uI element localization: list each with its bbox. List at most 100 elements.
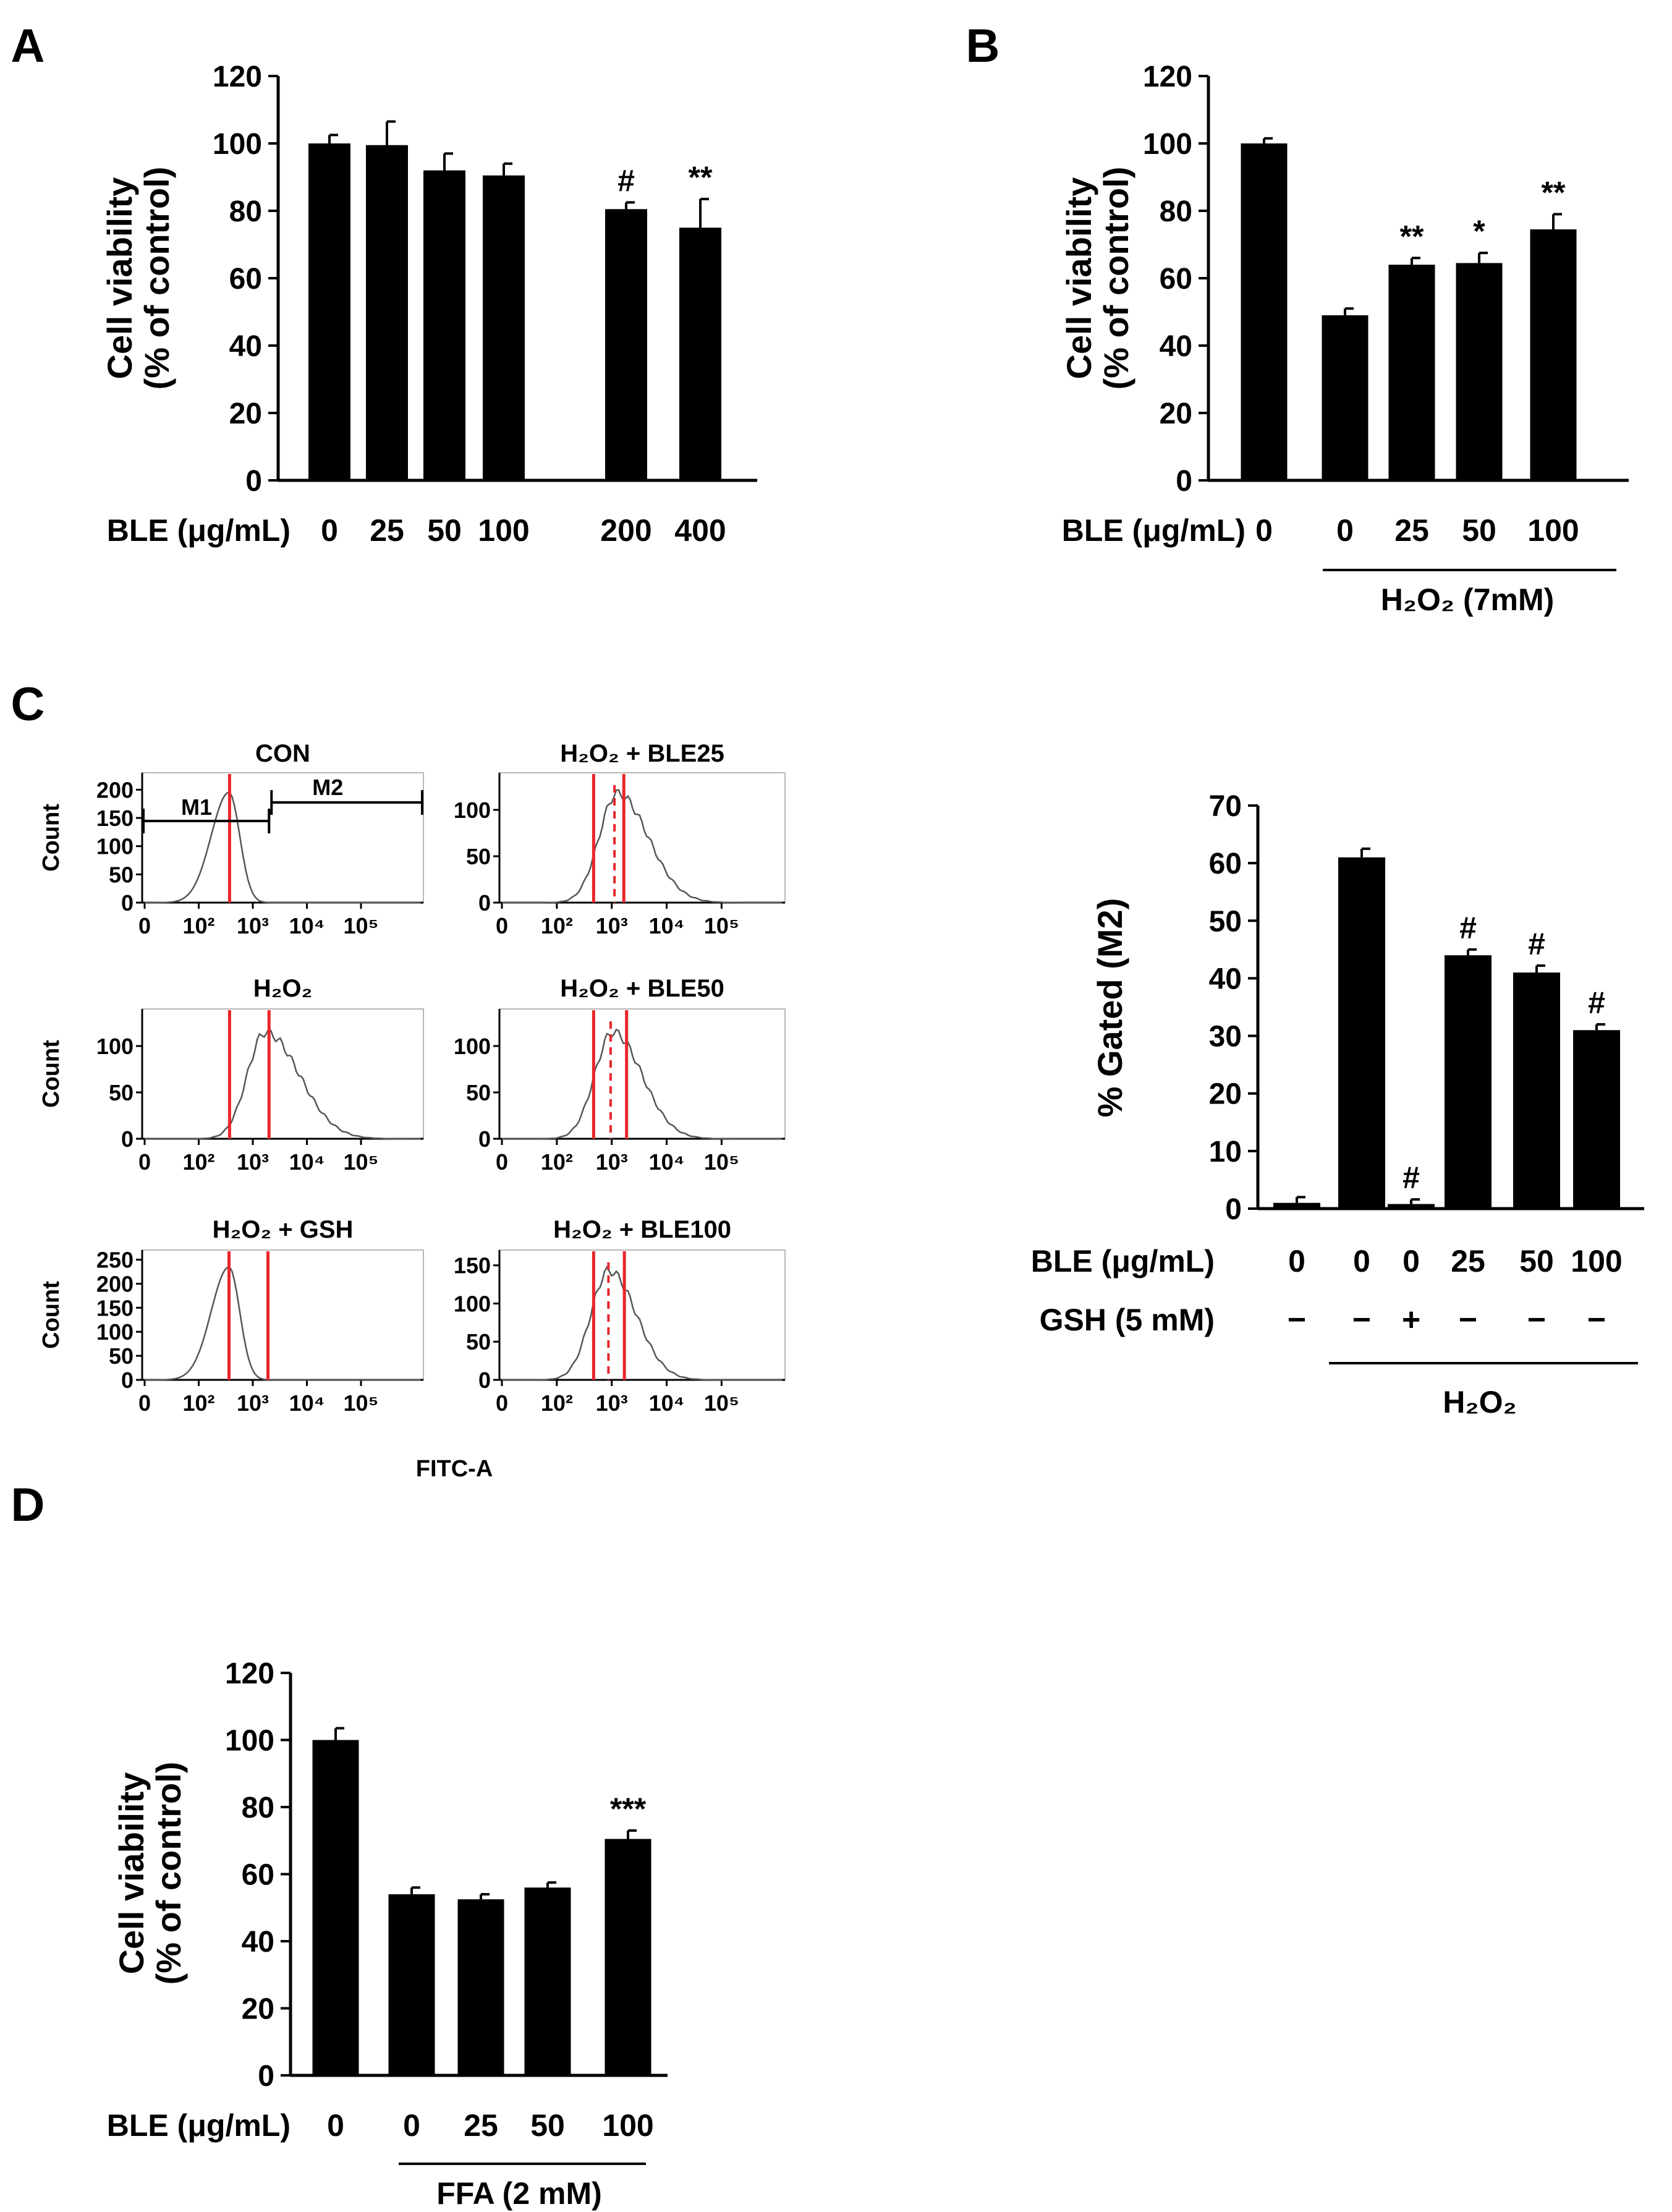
histogram-1-x-tick-label: 0 xyxy=(138,913,151,938)
histogram-4-y-tick-label: 0 xyxy=(478,1126,491,1152)
chart-c-bar-gsh-sign: − xyxy=(1587,1302,1606,1338)
chart-d-y-tick-label: 40 xyxy=(242,1926,274,1959)
chart-d-significance-mark: *** xyxy=(610,1792,647,1826)
chart-a-bar xyxy=(679,228,721,480)
chart-c-bar-y-tick-label: 20 xyxy=(1209,1078,1242,1111)
histogram-5-x-tick-label: 10⁴ xyxy=(289,1390,325,1416)
histogram-1-x-tick-label: 10³ xyxy=(237,913,269,938)
histogram-1-y-tick-label: 200 xyxy=(96,777,134,802)
histogram-2-y-tick-label: 50 xyxy=(466,844,491,869)
chart-a-x-tick-label: 50 xyxy=(427,513,462,548)
chart-b-y-tick-label: 60 xyxy=(1160,263,1192,296)
histogram-4-x-tick-label: 0 xyxy=(496,1149,508,1175)
histogram-2-x-tick-label: 10⁴ xyxy=(649,913,685,938)
chart-c-bar-y-tick-label: 60 xyxy=(1209,848,1242,880)
chart-c-bar-x-tick-label: 100 xyxy=(1571,1244,1622,1278)
chart-c-bar-significance-mark: # xyxy=(1459,911,1477,945)
histogram-5-x-tick-label: 0 xyxy=(138,1390,151,1416)
histogram-6-title: H₂O₂ + BLE100 xyxy=(553,1216,731,1243)
chart-a-x-tick-label: 0 xyxy=(321,513,338,548)
histogram-2-x-tick-label: 10³ xyxy=(596,913,628,938)
chart-d-y-tick-label: 0 xyxy=(258,2060,274,2093)
chart-c-bar-bar xyxy=(1273,1202,1320,1209)
histogram-6-x-tick-label: 10² xyxy=(541,1390,573,1416)
chart-a-bar xyxy=(605,209,647,480)
chart-c-bar-gsh-sign: − xyxy=(1527,1302,1546,1338)
chart-c-bar-gsh-sign: − xyxy=(1288,1302,1306,1338)
histogram-1-y-tick-label: 50 xyxy=(109,862,134,887)
histogram-1-y-tick-label: 150 xyxy=(96,806,134,831)
histogram-5-y-tick-label: 50 xyxy=(109,1343,134,1369)
histogram-6-y-tick-label: 50 xyxy=(466,1329,491,1355)
chart-b-significance-mark: * xyxy=(1473,214,1485,249)
chart-a-significance-mark: ** xyxy=(689,160,713,195)
chart-c-bar-x-tick-label: 25 xyxy=(1451,1244,1485,1278)
histogram-3-y-tick-label: 50 xyxy=(109,1080,134,1105)
chart-d-bar xyxy=(457,1899,504,2075)
chart-c-bar-x-tick-label: 0 xyxy=(1403,1244,1420,1278)
chart-d-x-tick-label: 0 xyxy=(327,2108,344,2143)
histogram-5-x-tick-label: 10³ xyxy=(237,1390,269,1416)
histogram-3-y-label: Count xyxy=(38,1040,64,1108)
histogram-3-x-tick-label: 10² xyxy=(182,1149,214,1175)
histogram-5-frame xyxy=(142,1249,424,1380)
histogram-6-x-tick-label: 10⁵ xyxy=(704,1390,739,1416)
chart-b-row-label: BLE (μg/mL) xyxy=(1062,513,1246,548)
chart-d-row-label: BLE (μg/mL) xyxy=(107,2108,291,2143)
chart-b-x-tick-label: 100 xyxy=(1527,513,1579,548)
histogram-1-y-label: Count xyxy=(38,804,64,872)
chart-b-y-tick-label: 0 xyxy=(1176,465,1192,498)
chart-c-bar-significance-mark: # xyxy=(1528,927,1545,961)
histogram-5-y-tick-label: 100 xyxy=(96,1319,134,1345)
chart-b-bar xyxy=(1322,315,1369,480)
histogram-1-y-tick-label: 0 xyxy=(121,890,134,916)
chart-a-bar xyxy=(366,145,408,481)
histogram-1-x-tick-label: 10² xyxy=(182,913,214,938)
chart-d-bar xyxy=(524,1887,571,2075)
histogram-5-title: H₂O₂ + GSH xyxy=(213,1216,354,1243)
histogram-5-x-tick-label: 10² xyxy=(182,1390,214,1416)
chart-a-y-tick-label: 100 xyxy=(213,128,262,161)
histogram-4-x-tick-label: 10² xyxy=(541,1149,573,1175)
histogram-1-x-tick-label: 10⁴ xyxy=(289,913,325,938)
chart-a-bar xyxy=(483,175,525,480)
histogram-1-x-tick-label: 10⁵ xyxy=(344,913,379,938)
histogram-3-x-tick-label: 10³ xyxy=(237,1149,269,1175)
chart-d-y-tick-label: 80 xyxy=(242,1792,274,1824)
chart-c-bar-x-tick-label: 50 xyxy=(1519,1244,1554,1278)
chart-d-y-tick-label: 60 xyxy=(242,1859,274,1892)
chart-b-y-tick-label: 20 xyxy=(1160,398,1192,430)
chart-a-y-tick-label: 60 xyxy=(229,263,262,296)
histogram-6-x-tick-label: 10³ xyxy=(596,1390,628,1416)
chart-c-bar-bar xyxy=(1513,972,1560,1209)
chart-c-bar-bar xyxy=(1338,857,1385,1209)
chart-c-bar-gsh-sign: + xyxy=(1402,1302,1420,1338)
histogram-2-y-tick-label: 100 xyxy=(454,798,491,823)
histogram-2-trace xyxy=(502,789,783,904)
histogram-5-y-tick-label: 200 xyxy=(96,1271,134,1296)
histogram-1-frame xyxy=(142,772,424,903)
histogram-1-m2-label: M2 xyxy=(312,775,343,800)
panel-label-b: B xyxy=(966,20,1000,72)
chart-b-bar xyxy=(1388,265,1435,480)
histogram-4-x-tick-label: 10³ xyxy=(596,1149,628,1175)
histogram-2-x-tick-label: 10⁵ xyxy=(704,913,739,938)
histogram-5-y-label: Count xyxy=(38,1281,64,1349)
chart-a-y-tick-label: 40 xyxy=(229,330,262,363)
histogram-4-x-tick-label: 10⁴ xyxy=(649,1149,685,1175)
histogram-3-y-tick-label: 0 xyxy=(121,1126,134,1152)
chart-c-bar-second-row-label: GSH (5 mM) xyxy=(1040,1303,1215,1337)
histogram-6-frame xyxy=(499,1249,786,1380)
histogram-5-trace xyxy=(145,1266,421,1381)
histogram-1-title: CON xyxy=(255,740,310,767)
chart-c-bar-y-tick-label: 30 xyxy=(1209,1021,1242,1053)
histogram-4-trace xyxy=(502,1028,783,1140)
chart-c-bar-gsh-sign: − xyxy=(1459,1302,1477,1338)
panel-label-c: C xyxy=(11,678,45,731)
chart-d-x-tick-label: 100 xyxy=(602,2108,653,2143)
histogram-5-x-tick-label: 10⁵ xyxy=(344,1390,379,1416)
histogram-6-trace xyxy=(502,1266,783,1381)
chart-b-x-tick-label: 0 xyxy=(1336,513,1354,548)
chart-c-bar-y-tick-label: 40 xyxy=(1209,963,1242,995)
